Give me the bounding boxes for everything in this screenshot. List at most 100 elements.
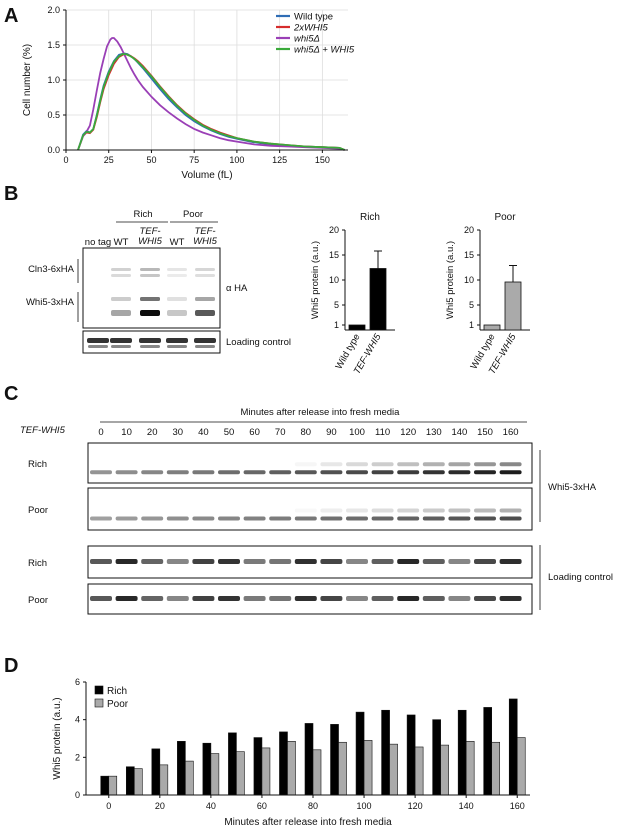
group-label-rich: Rich bbox=[133, 209, 152, 220]
x-tick-label: 100 bbox=[357, 801, 372, 811]
band-whi5 bbox=[90, 516, 112, 521]
band-whi5-shifted bbox=[320, 462, 343, 467]
x-tick-label: 120 bbox=[408, 801, 423, 811]
band-whi5 bbox=[243, 516, 266, 521]
timepoint-label: 80 bbox=[301, 427, 312, 438]
band-cln3 bbox=[167, 268, 187, 271]
y-tick-label: 6 bbox=[75, 677, 80, 687]
panel-c-timecourse-blot: Minutes after release into fresh media T… bbox=[20, 407, 613, 615]
y-tick-label: 10 bbox=[464, 275, 474, 285]
timepoint-label: 100 bbox=[349, 427, 365, 438]
x-tick-label: 150 bbox=[315, 155, 330, 165]
bar-rich bbox=[151, 748, 161, 796]
band-whi5 bbox=[397, 516, 420, 521]
band-loading bbox=[346, 559, 368, 564]
row-label: Poor bbox=[28, 595, 48, 606]
row-label: Rich bbox=[28, 558, 47, 569]
y-tick-label: 0.0 bbox=[47, 145, 60, 155]
band-loading bbox=[448, 559, 471, 564]
band-cln3 bbox=[167, 274, 187, 277]
y-tick-label: 0.5 bbox=[47, 110, 60, 120]
legend-swatch bbox=[94, 685, 104, 695]
y-tick-label: 0 bbox=[75, 790, 80, 800]
band-loading bbox=[87, 338, 109, 343]
bar-rich bbox=[483, 707, 493, 796]
x-tick-label: 60 bbox=[257, 801, 267, 811]
band-loading bbox=[115, 559, 138, 564]
band-loading bbox=[499, 559, 522, 564]
band-loading bbox=[166, 596, 189, 601]
band-whi5 bbox=[294, 516, 317, 521]
timepoint-label: 10 bbox=[121, 427, 132, 438]
band-whi5 bbox=[371, 470, 394, 475]
legend-entry: Wild type bbox=[294, 12, 333, 23]
band-whi5-upper bbox=[140, 297, 160, 301]
band-whi5-shifted bbox=[397, 462, 420, 467]
band-whi5 bbox=[90, 470, 112, 475]
y-tick-label: 2 bbox=[75, 752, 80, 762]
band-loading bbox=[194, 338, 216, 343]
bar bbox=[369, 268, 387, 331]
band-loading bbox=[371, 596, 394, 601]
y-tick-label: 5 bbox=[334, 300, 339, 310]
bar-rich bbox=[100, 775, 110, 796]
band-loading bbox=[166, 338, 188, 343]
bar-poor bbox=[210, 753, 220, 796]
legend-entry: whi5Δ bbox=[294, 34, 320, 45]
y-tick-label: 4 bbox=[75, 715, 80, 725]
y-tick-label: 15 bbox=[329, 250, 339, 260]
band-label-cln3: Cln3-6xHA bbox=[28, 264, 75, 275]
antibody-label: α HA bbox=[226, 283, 248, 294]
timepoint-label: 150 bbox=[477, 427, 493, 438]
timepoint-label: 60 bbox=[249, 427, 260, 438]
band-loading bbox=[141, 596, 164, 601]
x-tick-label: 50 bbox=[146, 155, 156, 165]
side-label-whi5-3xha: Whi5-3xHA bbox=[548, 482, 597, 493]
row-label: Poor bbox=[28, 505, 48, 516]
band-whi5 bbox=[269, 516, 292, 521]
band-loading bbox=[474, 559, 496, 564]
band-loading bbox=[218, 596, 240, 601]
band-loading bbox=[166, 559, 189, 564]
band-loading bbox=[195, 345, 215, 348]
legend-entry: Poor bbox=[107, 699, 129, 710]
bar-rich bbox=[508, 698, 518, 796]
band-whi5-upper bbox=[195, 297, 215, 301]
band-loading bbox=[218, 559, 240, 564]
y-tick-label: 1.0 bbox=[47, 75, 60, 85]
bar-poor bbox=[491, 741, 501, 796]
blot-row-box bbox=[87, 487, 533, 531]
band-whi5-shifted bbox=[346, 462, 368, 467]
lane-label: WHI5 bbox=[193, 236, 217, 247]
timepoint-label: 110 bbox=[375, 427, 390, 438]
legend-entry: Rich bbox=[107, 686, 127, 697]
band-whi5 bbox=[192, 516, 215, 521]
bar-rich bbox=[202, 742, 212, 796]
timepoint-label: 20 bbox=[147, 427, 158, 438]
y-axis-label: Cell number (%) bbox=[22, 44, 33, 116]
bar-poor bbox=[312, 749, 322, 796]
bar-poor bbox=[236, 751, 245, 796]
band-cln3 bbox=[111, 274, 131, 277]
band-whi5 bbox=[269, 470, 292, 475]
lane-label: WT bbox=[114, 237, 129, 248]
band-whi5 bbox=[474, 516, 496, 521]
lane-label: no tag bbox=[85, 237, 111, 248]
bar-poor bbox=[414, 746, 424, 796]
band-whi5 bbox=[218, 516, 240, 521]
band-loading bbox=[115, 596, 138, 601]
bar-rich bbox=[432, 719, 441, 796]
y-tick-label: 10 bbox=[329, 275, 339, 285]
x-axis-label: Minutes after release into fresh media bbox=[224, 817, 392, 828]
timepoint-label: 50 bbox=[224, 427, 235, 438]
y-tick-label: 5 bbox=[469, 300, 474, 310]
band-loading bbox=[243, 559, 266, 564]
legend-entry: whi5Δ + WHI5 bbox=[294, 45, 355, 56]
band-loading bbox=[269, 559, 292, 564]
bar-chart-title: Poor bbox=[494, 212, 516, 223]
bar-rich bbox=[177, 741, 186, 796]
lane-label: TEF- bbox=[139, 226, 160, 237]
